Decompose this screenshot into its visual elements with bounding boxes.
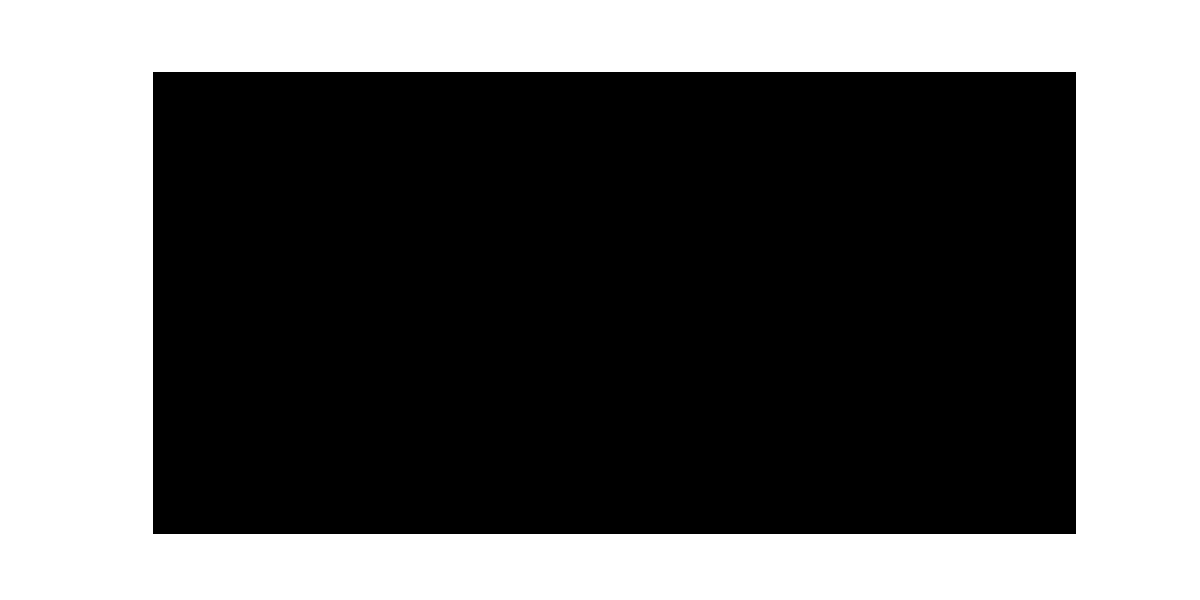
word-cloud-canvas bbox=[153, 72, 1076, 534]
word-cloud-svg bbox=[153, 72, 1076, 534]
